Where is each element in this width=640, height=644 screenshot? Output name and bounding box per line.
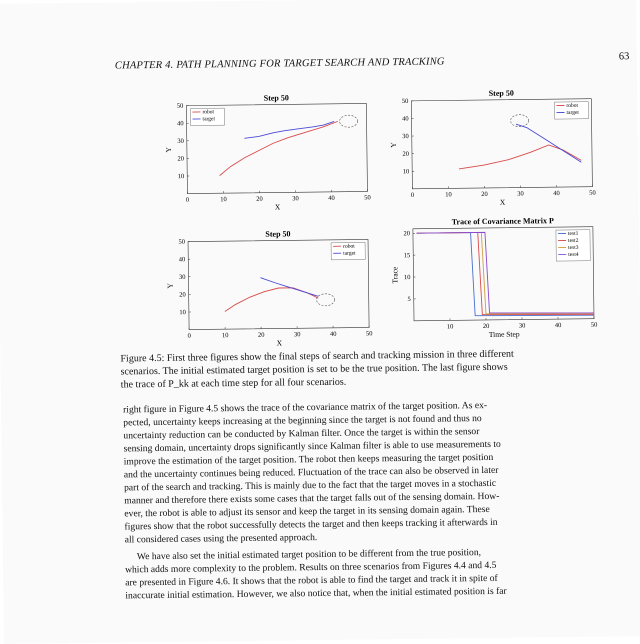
x-tick-label: 10: [445, 191, 452, 198]
legend-label: robot: [202, 109, 214, 115]
legend-label: target: [203, 116, 216, 122]
legend-label: robot: [566, 103, 578, 109]
x-tick-label: 30: [519, 322, 526, 329]
y-tick-label: 20: [402, 151, 409, 158]
x-tick-label: 40: [555, 322, 562, 329]
x-tick-label: 10: [222, 332, 229, 339]
y-tick-label: 40: [177, 120, 184, 127]
x-tick-label: 0: [188, 333, 191, 340]
x-tick-label: 20: [256, 196, 263, 203]
chart-title: Trace of Covariance Matrix P: [452, 216, 554, 226]
y-tick-label: 50: [178, 239, 185, 246]
x-tick-label: 50: [591, 322, 598, 329]
y-tick-label: 30: [402, 133, 409, 140]
chart-title: Step 50: [265, 229, 290, 238]
page-number: 63: [619, 51, 630, 62]
sensing-region: [316, 294, 334, 306]
x-tick-label: 10: [447, 323, 454, 330]
y-tick-label: 30: [177, 138, 184, 145]
legend-label: test4: [568, 252, 579, 258]
legend-label: robot: [343, 244, 355, 250]
x-axis-label: X: [277, 338, 283, 347]
y-tick-label: 10: [179, 309, 186, 316]
x-tick-label: 30: [294, 331, 301, 338]
y-tick-label: 20: [403, 230, 410, 237]
chart-title: Step 50: [489, 89, 514, 98]
y-tick-label: 10: [404, 274, 411, 281]
x-axis-label: X: [275, 202, 281, 211]
y-tick-label: 20: [177, 155, 184, 162]
y-axis-label: Y: [164, 146, 173, 152]
y-tick-label: 20: [179, 291, 186, 298]
x-tick-label: 40: [553, 190, 560, 197]
chart-svg: Step 50 0 10 20 30 40 50 10 20 30 40 50 X Yrobottarge…: [387, 84, 609, 212]
series-line-robot: [459, 145, 582, 169]
y-tick-label: 40: [402, 116, 409, 123]
y-tick-label: 30: [179, 274, 186, 281]
y-tick-label: 40: [179, 256, 186, 263]
body-text: right figure in Figure 4.5 shows the tra…: [123, 397, 640, 602]
x-tick-label: 30: [517, 191, 524, 198]
paragraph-1: right figure in Figure 4.5 shows the tra…: [123, 397, 640, 546]
y-tick-label: 10: [403, 168, 410, 175]
x-tick-label: 20: [481, 191, 488, 198]
legend-label: test3: [568, 245, 579, 251]
legend-label: test2: [568, 238, 579, 244]
figure-covariance-trace: Trace of Covariance Matrix P 10 20 30 40 50 5 1…: [389, 214, 611, 342]
x-axis-label: X: [500, 198, 506, 207]
chart-title: Step 50: [264, 93, 289, 102]
series-line-target: [516, 123, 581, 163]
paragraph-2: We have also set the initial estimated t…: [125, 544, 640, 602]
chart-svg: Step 50 0 10 20 30 40 50 10 20 30 40 50 X Yrobottarge…: [162, 89, 384, 217]
legend-label: test1: [568, 231, 579, 237]
x-tick-label: 0: [186, 197, 189, 204]
x-tick-label: 0: [411, 192, 414, 199]
y-tick-label: 50: [177, 103, 184, 110]
chart-svg: Trace of Covariance Matrix P 10 20 30 40 50 5 1…: [389, 214, 611, 342]
x-tick-label: 50: [366, 330, 373, 337]
y-axis-label: Y: [389, 142, 398, 148]
series-line-robot: [225, 288, 319, 312]
legend-label: target: [566, 110, 579, 116]
x-tick-label: 50: [364, 194, 371, 201]
series-line-robot: [219, 121, 338, 175]
x-tick-label: 40: [330, 331, 337, 338]
x-tick-label: 10: [220, 196, 227, 203]
x-tick-label: 30: [292, 195, 299, 202]
y-tick-label: 50: [402, 98, 409, 105]
figure-caption: Figure 4.5: First three figures show the…: [120, 346, 640, 391]
x-tick-label: 20: [258, 332, 265, 339]
x-tick-label: 50: [589, 190, 596, 197]
x-tick-label: 40: [328, 195, 335, 202]
sensing-region: [340, 115, 358, 127]
y-tick-label: 10: [178, 173, 185, 180]
running-header: CHAPTER 4. PATH PLANNING FOR TARGET SEAR…: [115, 56, 445, 71]
y-tick-label: 5: [407, 296, 410, 303]
y-tick-label: 15: [404, 252, 411, 259]
y-axis-label: Y: [166, 282, 175, 288]
legend-label: target: [343, 251, 356, 257]
series-line-target: [260, 277, 318, 297]
series-line-target: [244, 121, 334, 138]
x-axis-label: Time Step: [489, 330, 520, 339]
y-axis-label: Trace: [390, 266, 399, 284]
chart-svg: Step 50 0 10 20 30 40 50 10 20 30 40 50 X Yrobottarge…: [164, 225, 386, 353]
